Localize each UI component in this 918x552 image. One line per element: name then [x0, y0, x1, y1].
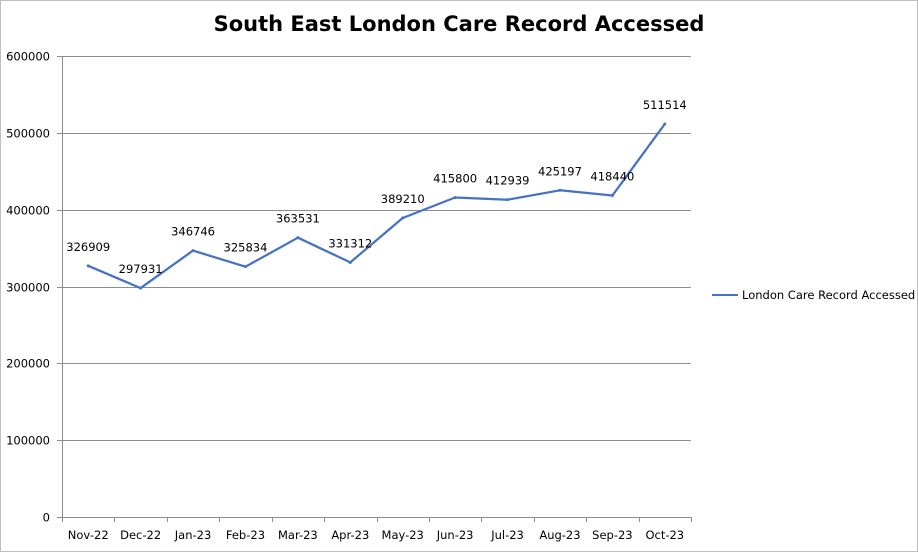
y-tick-label: 500000 [6, 127, 50, 141]
x-tick-label: Jan-23 [174, 528, 212, 542]
x-tick-label: May-23 [382, 528, 424, 542]
gridlines [62, 56, 691, 441]
data-label: 425197 [538, 164, 582, 178]
data-label: 331312 [328, 236, 372, 250]
data-label: 363531 [276, 212, 320, 226]
x-tick-label: Sep-23 [592, 528, 632, 542]
data-label: 346746 [171, 225, 215, 239]
data-point [558, 188, 562, 192]
data-label: 511514 [643, 98, 687, 112]
y-tick-label: 600000 [6, 50, 50, 64]
data-point [348, 260, 352, 264]
x-tick-label: Jul-23 [490, 528, 524, 542]
y-tick-label: 400000 [6, 204, 50, 218]
data-label: 412939 [486, 174, 530, 188]
data-point [139, 286, 143, 290]
data-point [191, 249, 195, 253]
data-point [296, 236, 300, 240]
series-line [87, 123, 666, 290]
legend-label: London Care Record Accessed [742, 288, 916, 302]
data-point [86, 264, 90, 268]
x-tick-label: Aug-23 [539, 528, 580, 542]
y-tick-label: 300000 [6, 281, 50, 295]
data-point [610, 193, 614, 197]
y-tick-label: 200000 [6, 357, 50, 371]
x-tick-label: Nov-22 [68, 528, 109, 542]
x-tick-label: Dec-22 [120, 528, 161, 542]
legend: London Care Record Accessed [712, 288, 915, 302]
data-label: 325834 [224, 241, 268, 255]
data-label: 297931 [119, 262, 163, 276]
series-layer [86, 122, 667, 290]
data-point [401, 216, 405, 220]
data-point [243, 265, 247, 269]
x-tick-label: Jun-23 [436, 528, 474, 542]
x-tick-label: Apr-23 [331, 528, 369, 542]
axes: 0 100000 200000 300000 400000 500000 600000 Nov… [6, 50, 692, 542]
data-point [663, 122, 667, 126]
legend-swatch [712, 294, 738, 296]
data-label: 326909 [66, 240, 110, 254]
data-label: 418440 [590, 169, 634, 183]
data-labels: 326909 297931 346746 325834 363531 331312 3892… [66, 98, 686, 276]
y-tick-label: 0 [43, 511, 50, 525]
data-point [453, 196, 457, 200]
data-label: 389210 [381, 192, 425, 206]
y-tick-label: 100000 [6, 434, 50, 448]
data-label: 415800 [433, 172, 477, 186]
chart-title: South East London Care Record Accessed [213, 12, 705, 36]
x-tick-label: Oct-23 [645, 528, 684, 542]
data-point [506, 198, 510, 202]
x-tick-label: Mar-23 [278, 528, 318, 542]
x-tick-label: Feb-23 [226, 528, 265, 542]
